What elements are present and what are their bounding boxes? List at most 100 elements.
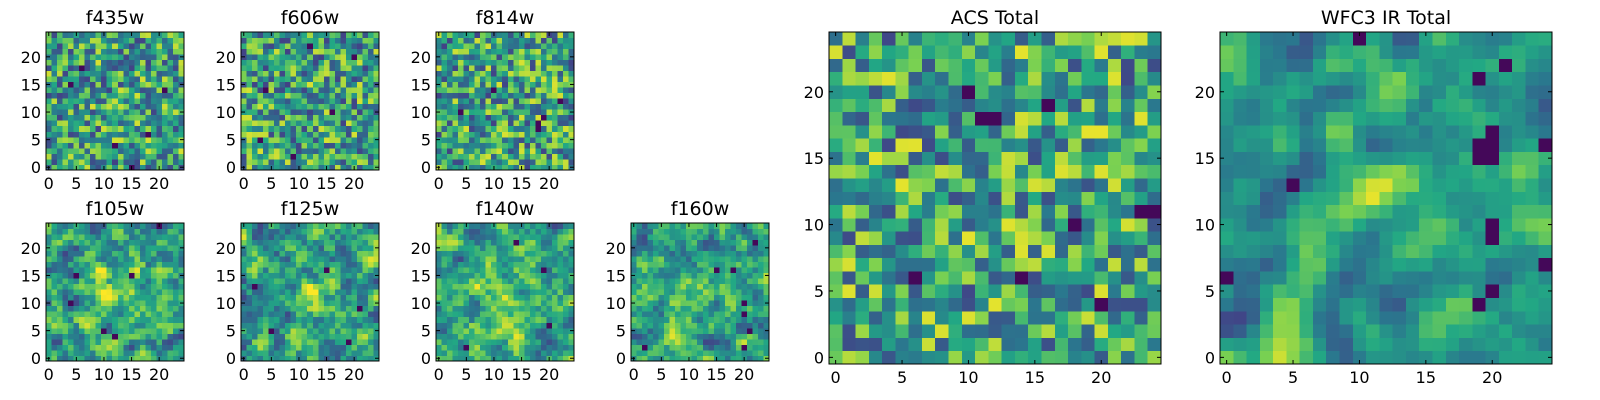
heatmap-cell [373, 267, 380, 274]
heatmap-cell [246, 327, 253, 334]
heatmap-cell [518, 54, 525, 60]
heatmap-cell [535, 267, 542, 274]
heatmap-cell [653, 250, 659, 257]
heatmap-cell [546, 120, 553, 127]
heatmap-cell [647, 316, 654, 323]
heatmap-cell [178, 289, 185, 296]
heatmap-cell [290, 294, 297, 301]
heatmap-cell [540, 338, 547, 345]
heatmap-cell [1147, 310, 1162, 325]
heatmap-cell [57, 300, 63, 307]
heatmap-cell [134, 54, 141, 60]
heatmap-cell [134, 294, 141, 301]
heatmap-cell [436, 43, 442, 49]
heatmap-cell [90, 81, 97, 88]
heatmap-cell [123, 114, 130, 121]
heatmap-cell [529, 333, 536, 340]
y-tick-label: 0 [421, 349, 431, 368]
heatmap-cell [675, 223, 682, 229]
heatmap-cell [318, 267, 325, 274]
heatmap-cell [290, 125, 297, 132]
heatmap-cell [323, 92, 330, 99]
heatmap-cell [312, 147, 319, 154]
heatmap-cell [345, 322, 352, 329]
heatmap-cell [447, 338, 453, 345]
heatmap-cell [636, 311, 643, 318]
heatmap-cell [842, 350, 856, 365]
heatmap-cell [301, 333, 308, 340]
heatmap-cell [257, 103, 264, 110]
heatmap-cell [123, 54, 130, 60]
heatmap-cell [697, 283, 704, 290]
heatmap-cell [46, 256, 52, 263]
heatmap-cell [735, 289, 742, 296]
heatmap-cell [868, 350, 883, 365]
heatmap-cell [84, 289, 91, 296]
heatmap-cell [90, 48, 97, 55]
heatmap-cell [334, 283, 341, 290]
heatmap-cell [62, 158, 69, 165]
heatmap-cell [524, 305, 531, 312]
heatmap-cell [935, 337, 949, 352]
heatmap-cell [57, 92, 63, 99]
heatmap-cell [1001, 350, 1016, 365]
heatmap-cell [351, 239, 358, 246]
heatmap-cell [156, 300, 163, 307]
heatmap-cell [351, 256, 358, 263]
heatmap-cell [491, 322, 498, 329]
heatmap-cell [101, 142, 108, 149]
heatmap-cell [241, 43, 247, 49]
heatmap-cell [691, 327, 698, 334]
heatmap-cell [312, 278, 319, 285]
heatmap-cell [535, 65, 542, 72]
heatmap-cell [895, 337, 910, 352]
heatmap-cell [106, 355, 113, 362]
heatmap-cell [145, 164, 152, 171]
heatmap-cell [106, 158, 113, 165]
heatmap-cell [757, 311, 764, 318]
heatmap-cell [178, 147, 185, 154]
heatmap-cell [557, 344, 564, 351]
heatmap-cell [447, 98, 453, 105]
heatmap-cell [367, 120, 374, 127]
heatmap-cell [263, 283, 269, 290]
heatmap-cell [724, 349, 731, 356]
heatmap-cell [290, 114, 297, 121]
heatmap-cell [491, 311, 498, 318]
heatmap-cell [961, 231, 976, 245]
heatmap-cell [496, 76, 503, 83]
heatmap-cell [647, 234, 654, 240]
heatmap-cell [1001, 271, 1016, 285]
heatmap-cell [241, 278, 247, 285]
heatmap-cell [447, 305, 453, 312]
heatmap-cell [161, 228, 168, 235]
heatmap-cell [68, 272, 74, 279]
heatmap-cell [491, 81, 498, 88]
heatmap-cell [257, 234, 264, 240]
heatmap-cell [895, 271, 910, 285]
heatmap-cell [139, 158, 146, 165]
heatmap-cell [746, 223, 753, 229]
heatmap-cell [697, 300, 704, 307]
heatmap-cell [551, 125, 558, 132]
heatmap-cell [101, 37, 108, 44]
heatmap-cell [156, 349, 163, 356]
x-tick-label: 10 [484, 174, 504, 193]
y-tick-label: 5 [226, 322, 236, 341]
heatmap-cell [329, 164, 336, 171]
heatmap-cell [290, 43, 297, 49]
heatmap-cell [252, 158, 258, 165]
heatmap-cells [241, 223, 380, 362]
heatmap-cell [257, 300, 264, 307]
heatmap-cell [546, 98, 553, 105]
heatmap-cell [436, 87, 442, 94]
heatmap-cell [458, 355, 464, 362]
heatmap-cell [524, 283, 531, 290]
heatmap-cell [373, 261, 380, 268]
heatmap-cell [128, 109, 135, 116]
heatmap-cell [334, 81, 341, 88]
heatmap-cell [540, 147, 547, 154]
heatmap-cell [167, 147, 174, 154]
heatmap-cell [441, 316, 448, 323]
heatmap-cell [557, 65, 564, 72]
